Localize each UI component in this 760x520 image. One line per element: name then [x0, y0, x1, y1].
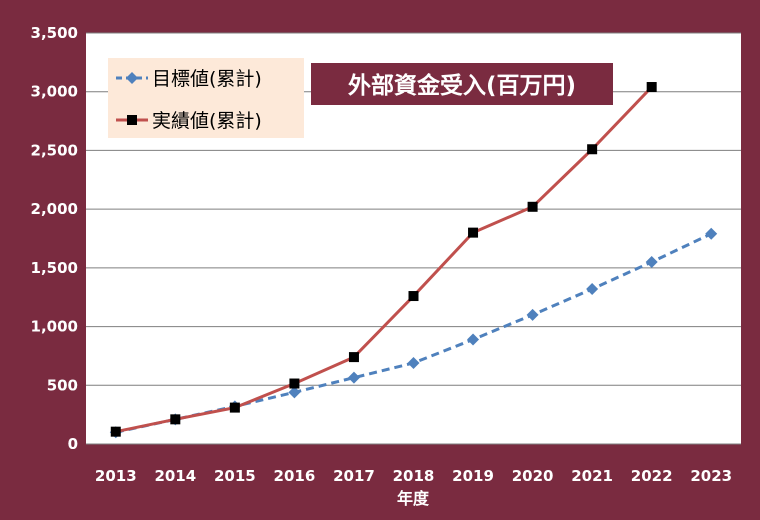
data-point-actual [408, 291, 419, 302]
data-point-actual [170, 414, 181, 425]
y-axis-ticks: 0 500 1,000 1,500 2,000 2,500 3,000 3,500 [31, 24, 78, 453]
legend-item-target: 目標値(累計) [116, 68, 262, 90]
data-point-actual [587, 144, 598, 155]
y-tick-label: 0 [68, 435, 78, 453]
data-point-actual [527, 201, 538, 212]
y-tick-label: 2,000 [31, 200, 78, 218]
x-tick-label: 2014 [154, 467, 196, 485]
x-tick-label: 2022 [631, 467, 673, 485]
legend-label-actual: 実績値(累計) [152, 110, 262, 132]
data-point-actual [468, 227, 479, 238]
data-point-target [645, 255, 658, 268]
chart-title-background [311, 63, 613, 105]
x-tick-label: 2019 [452, 467, 494, 485]
x-tick-label: 2015 [214, 467, 256, 485]
data-point-target [526, 308, 539, 321]
y-tick-label: 3,500 [31, 24, 78, 42]
data-point-target [288, 386, 301, 399]
data-point-target [407, 356, 420, 369]
data-point-target [705, 227, 718, 240]
data-point-actual [348, 352, 359, 363]
chart-title: 外部資金受入(百万円) [311, 63, 613, 105]
x-axis-ticks: 2013 2014 2015 2016 2017 2018 2019 2020 2021 2022… [95, 467, 732, 485]
y-tick-label: 3,000 [31, 83, 78, 101]
y-tick-label: 500 [47, 376, 78, 394]
y-tick-label: 1,000 [31, 318, 78, 336]
x-tick-label: 2018 [393, 467, 435, 485]
y-tick-label: 2,500 [31, 141, 78, 159]
data-point-target [586, 282, 599, 295]
data-point-actual [646, 82, 657, 93]
data-point-actual [110, 426, 121, 437]
data-point-actual [229, 402, 240, 413]
x-tick-label: 2013 [95, 467, 137, 485]
x-tick-label: 2023 [690, 467, 732, 485]
legend-item-actual: 実績値(累計) [116, 110, 262, 132]
legend-box [108, 58, 304, 138]
x-tick-label: 2016 [274, 467, 316, 485]
chart-title-text: 外部資金受入(百万円) [348, 72, 576, 99]
legend-marker-actual-square-icon [127, 115, 137, 125]
gridlines [86, 32, 741, 445]
legend: 目標値(累計) 実績値(累計) [108, 58, 304, 138]
x-tick-label: 2017 [333, 467, 375, 485]
legend-label-target: 目標値(累計) [152, 68, 262, 90]
data-point-target [467, 333, 480, 346]
series-layer [109, 82, 718, 439]
x-axis-label: 年度 [397, 489, 430, 508]
series-line-actual [115, 85, 653, 434]
x-tick-label: 2020 [512, 467, 554, 485]
data-point-target [347, 371, 360, 384]
data-point-actual [289, 378, 300, 389]
y-tick-label: 1,500 [31, 259, 78, 277]
x-tick-label: 2021 [571, 467, 613, 485]
legend-marker-target-diamond-icon [126, 72, 138, 84]
